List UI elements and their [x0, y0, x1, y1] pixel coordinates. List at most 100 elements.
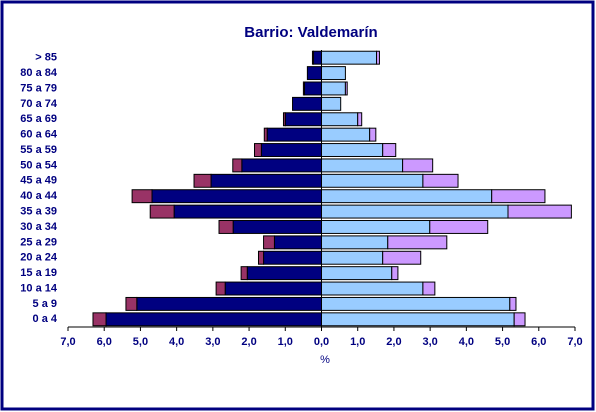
- y-tick-label: 5 a 9: [33, 298, 57, 310]
- y-tick-label: 30 a 34: [20, 221, 58, 233]
- bar: [422, 281, 436, 296]
- bar: [387, 235, 448, 250]
- bar: [513, 312, 526, 327]
- bar: [369, 127, 377, 142]
- bar: [321, 50, 378, 65]
- bar: [321, 127, 371, 142]
- bar: [125, 296, 138, 311]
- bar: [302, 81, 305, 96]
- bar: [241, 158, 322, 173]
- bar: [224, 281, 322, 296]
- x-axis-label: %: [320, 354, 330, 366]
- x-tick-label: 3,0: [422, 336, 437, 348]
- bar: [173, 204, 322, 219]
- bar: [422, 173, 459, 188]
- y-tick-label: 45 a 49: [20, 175, 57, 187]
- bar: [321, 112, 359, 127]
- bar: [402, 158, 434, 173]
- y-tick-label: 20 a 24: [20, 252, 58, 264]
- bar: [151, 189, 322, 204]
- y-tick-label: 25 a 29: [20, 236, 57, 248]
- bar: [292, 96, 322, 111]
- bar: [321, 81, 346, 96]
- bar: [282, 112, 286, 127]
- y-tick-label: 75 a 79: [20, 82, 57, 94]
- bar: [321, 266, 393, 281]
- bar: [491, 189, 546, 204]
- bar: [429, 220, 489, 234]
- x-tick-label: 5,0: [495, 336, 510, 348]
- bar: [218, 220, 234, 234]
- x-tick-label: 4,0: [169, 336, 184, 348]
- bar: [311, 50, 315, 65]
- bar: [391, 266, 399, 281]
- x-tick-label: 1,0: [350, 336, 365, 348]
- bar: [210, 173, 323, 188]
- y-tick-label: 15 a 19: [20, 267, 57, 279]
- bar: [357, 112, 363, 127]
- bar: [263, 235, 275, 250]
- bar: [193, 173, 212, 188]
- bar: [263, 127, 268, 142]
- bar: [257, 250, 265, 265]
- bar: [321, 296, 511, 311]
- x-tick-label: 6,0: [97, 336, 112, 348]
- bar: [303, 81, 322, 96]
- y-tick-label: 55 a 59: [20, 144, 57, 156]
- y-tick-label: 40 a 44: [20, 190, 58, 202]
- x-tick-label: 4,0: [459, 336, 474, 348]
- y-tick-label: 65 a 69: [20, 113, 57, 125]
- chart-title: Barrio: Valdemarín: [244, 24, 377, 41]
- bar: [232, 220, 322, 234]
- bar: [92, 312, 107, 327]
- bar: [376, 50, 380, 65]
- y-tick-label: 70 a 74: [20, 98, 58, 110]
- y-tick-label: 80 a 84: [20, 67, 58, 79]
- x-tick-label: 1,0: [278, 336, 293, 348]
- bar: [284, 112, 322, 127]
- bar: [321, 204, 509, 219]
- bar: [321, 173, 424, 188]
- bar: [507, 204, 572, 219]
- bar: [306, 66, 323, 81]
- bar: [344, 81, 348, 96]
- y-tick-label: 60 a 64: [20, 129, 58, 141]
- bar: [321, 189, 493, 204]
- x-tick-label: 6,0: [531, 336, 546, 348]
- bar: [232, 158, 243, 173]
- bar: [382, 143, 397, 157]
- bar: [149, 204, 175, 219]
- y-tick-label: 0 a 4: [33, 313, 58, 325]
- bar: [509, 296, 517, 311]
- bar: [266, 127, 322, 142]
- y-tick-label: 50 a 54: [20, 159, 58, 171]
- bar: [240, 266, 248, 281]
- y-tick-label: > 85: [35, 52, 57, 64]
- bar: [254, 143, 262, 157]
- x-tick-label: 7,0: [567, 336, 582, 348]
- bar: [321, 96, 342, 111]
- bar: [382, 250, 422, 265]
- bar: [273, 235, 322, 250]
- bar: [136, 296, 322, 311]
- x-tick-label: 2,0: [386, 336, 401, 348]
- bar: [321, 250, 384, 265]
- bar: [321, 220, 431, 234]
- bar: [215, 281, 226, 296]
- y-tick-label: 35 a 39: [20, 205, 57, 217]
- x-tick-label: 3,0: [205, 336, 220, 348]
- bar: [321, 143, 384, 157]
- y-tick-label: 10 a 14: [20, 282, 58, 294]
- x-tick-label: 2,0: [241, 336, 256, 348]
- bar: [321, 281, 424, 296]
- x-tick-label: 5,0: [133, 336, 148, 348]
- x-tick-label: 7,0: [60, 336, 75, 348]
- bar: [105, 312, 323, 327]
- bar: [131, 189, 153, 204]
- bar: [260, 143, 322, 157]
- bar: [313, 50, 323, 65]
- bar: [321, 66, 346, 81]
- bar: [246, 266, 322, 281]
- x-tick-label: 0,0: [314, 336, 329, 348]
